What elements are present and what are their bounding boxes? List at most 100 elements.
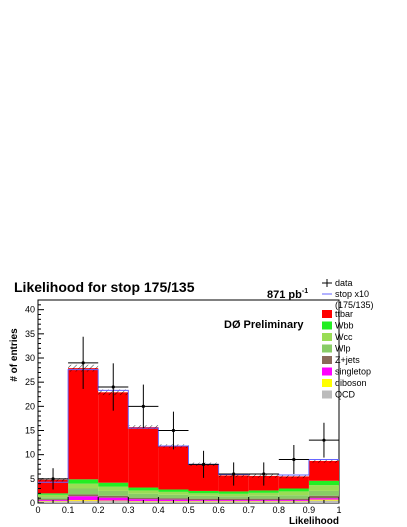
bar-wbb-1 (68, 479, 99, 484)
x-tick-label-2: 0.2 (92, 505, 105, 515)
bar-z-jets-8 (278, 498, 309, 501)
bar-wbb-3 (128, 487, 159, 491)
x-tick-label-0: 0 (35, 505, 40, 515)
bar-wlp-3 (128, 493, 159, 498)
y-tick-label-8: 40 (25, 305, 35, 315)
data-point-2 (111, 385, 115, 389)
bar-wlp-5 (188, 495, 219, 499)
bar-ttbar-4 (158, 445, 189, 490)
data-point-1 (81, 361, 85, 365)
bar-singletop-1 (68, 496, 99, 501)
legend-label-stop-line2: (175/135) (335, 300, 374, 310)
bar-wlp-2 (98, 490, 129, 496)
x-tick-label-3: 0.3 (122, 505, 135, 515)
bar-wbb-7 (248, 490, 279, 493)
legend-label-ttbar: ttbar (335, 309, 353, 319)
bar-wcc-6 (218, 493, 249, 497)
legend-swatch-diboson (322, 379, 332, 387)
bar-wbb-6 (218, 491, 249, 494)
data-point-6 (232, 472, 236, 476)
bar-wcc-1 (68, 483, 99, 489)
y-tick-label-1: 5 (30, 474, 35, 484)
bar-z-jets-9 (308, 495, 339, 499)
legend-label-singletop: singletop (335, 367, 371, 377)
bar-wbb-5 (188, 490, 219, 494)
experiment-label: DØ Preliminary (224, 319, 304, 331)
bar-wcc-8 (278, 491, 309, 496)
legend-label-z-jets: Z+jets (335, 355, 360, 365)
bar-wbb-4 (158, 489, 189, 492)
legend-label-wlp: Wlp (335, 344, 351, 354)
bar-wlp-1 (68, 488, 99, 495)
data-point-4 (171, 428, 176, 433)
bar-wcc-7 (248, 492, 279, 496)
bar-wbb-0 (38, 493, 69, 495)
bar-wcc-0 (38, 494, 69, 498)
bar-wlp-6 (218, 496, 249, 499)
bar-z-jets-2 (98, 495, 129, 498)
plot-area: 0 0.1 0.2 0.3 0.4 0.5 0.6 0.7 0.8 0.9 105101520253… (25, 299, 342, 515)
legend-swatch-wlp (322, 344, 332, 353)
bar-wcc-4 (158, 491, 189, 495)
legend-swatch-ttbar (322, 310, 332, 318)
x-tick-label-10: 1 (336, 505, 341, 515)
bar-z-jets-7 (248, 498, 279, 501)
x-tick-label-7: 0.7 (242, 505, 255, 515)
legend-label-wcc: Wcc (335, 332, 353, 342)
bar-wlp-9 (308, 490, 339, 496)
legend-label-diboson: diboson (335, 378, 367, 388)
bar-wcc-9 (308, 485, 339, 491)
stop-signal-line (38, 369, 339, 483)
bar-z-jets-4 (158, 498, 189, 500)
bar-wlp-8 (278, 495, 309, 499)
legend-swatch-qcd (322, 390, 332, 399)
legend-swatch-z-jets (322, 356, 332, 364)
chart-title: Likelihood for stop 175/135 (14, 279, 195, 295)
bar-z-jets-0 (38, 499, 69, 501)
data-point-3 (141, 404, 145, 408)
bar-ttbar-8 (278, 476, 309, 489)
data-point-8 (292, 457, 296, 462)
uncertainty-band-8 (278, 474, 309, 479)
x-tick-label-1: 0.1 (62, 505, 75, 515)
luminosity-label: 871 pb-1 (267, 288, 308, 301)
bar-wcc-2 (98, 486, 129, 491)
bar-wlp-0 (38, 497, 69, 500)
y-tick-label-3: 15 (25, 426, 35, 436)
y-tick-label-7: 35 (25, 329, 35, 339)
bar-singletop-2 (98, 497, 129, 501)
x-tick-label-4: 0.4 (152, 505, 165, 515)
x-tick-label-8: 0.8 (273, 505, 286, 515)
bar-z-jets-1 (68, 494, 99, 497)
bar-wcc-3 (128, 490, 159, 494)
x-tick-label-6: 0.6 (212, 505, 225, 515)
data-point-7 (262, 472, 266, 476)
bar-ttbar-3 (128, 427, 159, 488)
legend-label-wbb: Wbb (335, 321, 354, 331)
x-tick-label-9: 0.9 (303, 505, 316, 515)
bar-z-jets-5 (188, 498, 219, 501)
data-point-9 (322, 438, 326, 442)
bar-wcc-5 (188, 493, 219, 496)
bar-ttbar-9 (308, 460, 339, 481)
bar-wlp-4 (158, 494, 189, 499)
bar-wbb-8 (278, 488, 309, 492)
bar-wbb-9 (308, 480, 339, 486)
legend-label-qcd: QCD (335, 390, 356, 400)
bar-singletop-9 (308, 498, 339, 500)
legend-swatch-wbb (322, 321, 332, 330)
y-tick-label-2: 10 (25, 450, 35, 460)
data-point-0 (51, 477, 55, 481)
bar-z-jets-3 (128, 497, 159, 500)
legend-swatch-wcc (322, 333, 332, 341)
x-tick-label-5: 0.5 (182, 505, 195, 515)
legend-swatch-singletop (322, 367, 332, 376)
data-point-5 (201, 462, 206, 466)
y-tick-label-4: 20 (25, 401, 35, 411)
x-axis-label: Likelihood (289, 516, 339, 527)
bar-wbb-2 (98, 482, 129, 487)
legend-label-stop: stop x10 (335, 289, 369, 299)
bar-z-jets-6 (218, 498, 249, 501)
y-axis-label: # of entries (9, 328, 20, 382)
